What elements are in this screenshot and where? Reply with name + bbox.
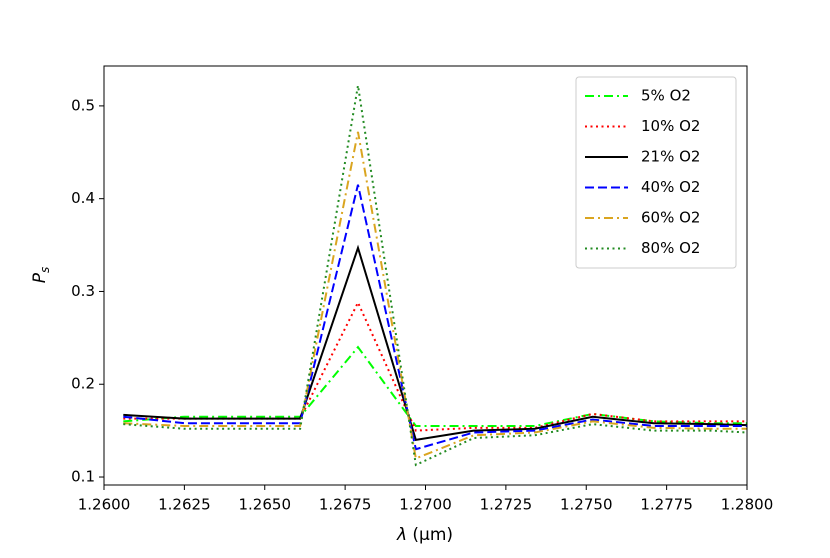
y-label-sub: s <box>38 267 52 273</box>
x-axis-label: λ (μm) <box>396 525 453 545</box>
series-line <box>123 345 747 427</box>
x-tick-label: 1.2750 <box>560 496 613 514</box>
series-line <box>123 131 747 460</box>
y-tick-label: 0.3 <box>71 282 95 300</box>
legend-label: 5% O2 <box>641 87 691 105</box>
x-tick-label: 1.2800 <box>721 496 774 514</box>
x-label-unit: (μm) <box>412 525 453 545</box>
x-tick-label: 1.2775 <box>640 496 693 514</box>
series-line <box>123 300 747 432</box>
x-tick-label: 1.2700 <box>399 496 452 514</box>
x-tick-label: 1.2675 <box>319 496 372 514</box>
y-tick-label: 0.1 <box>71 468 95 486</box>
legend-box <box>575 76 737 269</box>
legend-label: 10% O2 <box>641 117 700 135</box>
legend-label: 21% O2 <box>641 148 700 166</box>
legend-label: 60% O2 <box>641 209 700 227</box>
x-tick-label: 1.2625 <box>158 496 211 514</box>
plot-area <box>123 85 747 467</box>
series-line <box>123 184 747 451</box>
y-tick-label: 0.2 <box>71 375 95 393</box>
y-tick-label: 0.5 <box>71 96 95 114</box>
series-line <box>123 244 747 442</box>
series-line <box>123 85 747 467</box>
x-tick-label: 1.2600 <box>78 496 131 514</box>
x-tick-label: 1.2650 <box>239 496 292 514</box>
legend-label: 40% O2 <box>641 178 700 196</box>
x-label-symbol: λ <box>396 525 407 545</box>
y-label-main: P <box>30 272 50 283</box>
x-tick-label: 1.2725 <box>480 496 533 514</box>
y-axis-label: Ps <box>30 267 52 284</box>
y-tick-label: 0.4 <box>71 189 95 207</box>
legend-label: 80% O2 <box>641 239 700 257</box>
